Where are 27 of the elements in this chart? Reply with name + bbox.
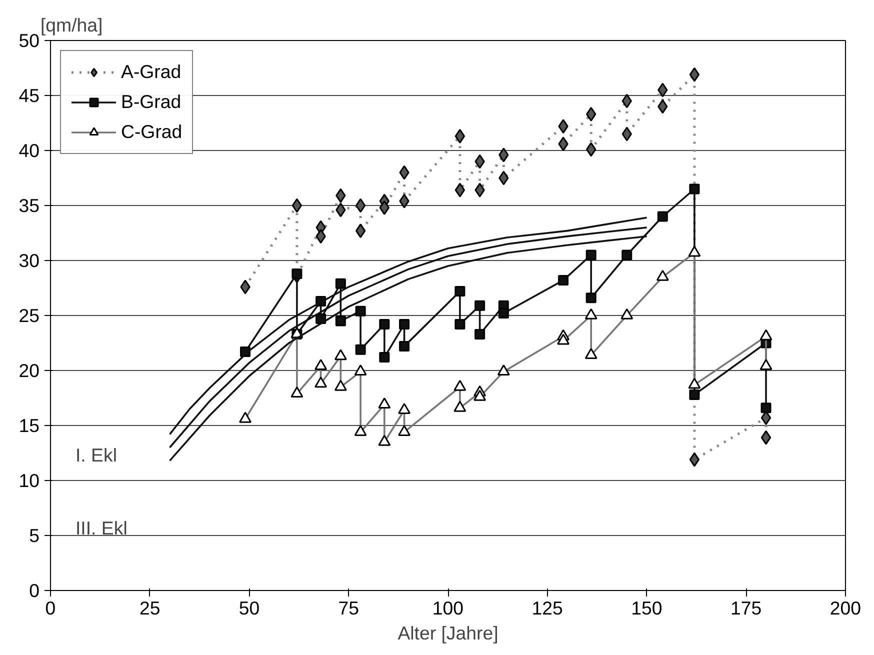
annotation: III. Ekl [76, 518, 128, 538]
legend-label: B-Grad [121, 91, 182, 113]
x-axis-title: Alter [Jahre] [398, 622, 498, 644]
x-tick-label: 75 [338, 598, 360, 618]
y-tick-label: 10 [18, 470, 40, 491]
y-tick-label: 20 [18, 360, 40, 381]
y-axis-title: [qm/ha] [40, 14, 103, 36]
x-tick-label: 125 [532, 598, 563, 618]
x-tick-label: 175 [730, 598, 762, 618]
y-tick-label: 40 [18, 140, 40, 161]
y-tick-label: 50 [18, 30, 40, 51]
x-tick-label: 200 [830, 598, 862, 618]
legend-label: C-Grad [121, 121, 182, 143]
x-tick-label: 25 [140, 598, 160, 618]
x-tick-label: 100 [432, 598, 464, 618]
y-tick-label: 0 [29, 580, 40, 601]
x-tick-label: 50 [238, 598, 260, 618]
x-tick-label: 150 [631, 598, 662, 618]
y-tick-label: 25 [18, 305, 40, 326]
y-tick-label: 45 [18, 85, 40, 106]
legend-label: A-Grad [121, 61, 182, 83]
y-tick-label: 15 [18, 415, 40, 436]
x-tick-label: 0 [45, 598, 56, 618]
annotation: I. Ekl [76, 444, 117, 466]
y-tick-label: 5 [29, 525, 40, 546]
y-tick-label: 35 [18, 195, 40, 216]
y-tick-label: 30 [18, 250, 40, 271]
